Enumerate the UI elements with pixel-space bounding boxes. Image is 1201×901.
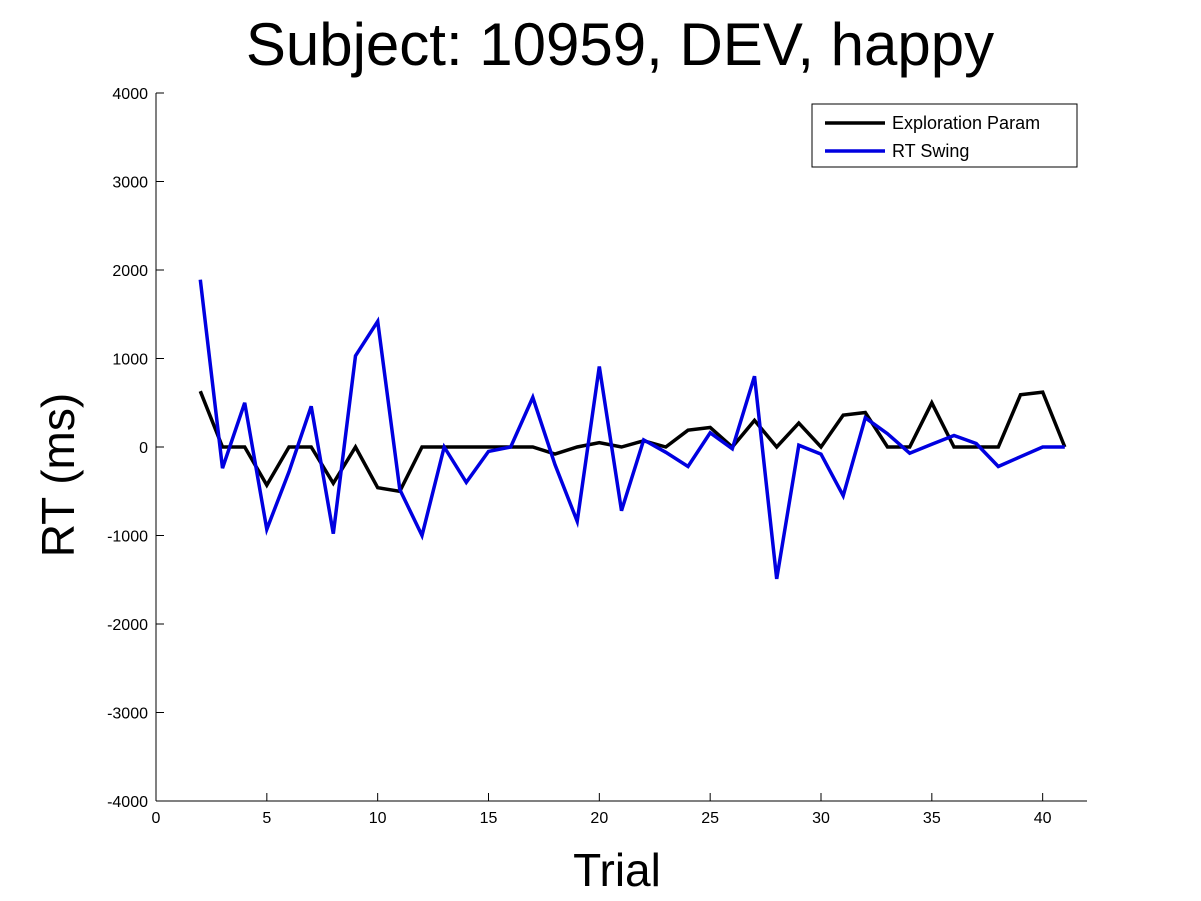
y-tick-label: -1000 xyxy=(107,529,148,546)
axes-layer: 0 5 10 15 20 25 30 35 40 4000 3000 2000 1000 0 -1000 -2… xyxy=(107,86,1087,827)
chart-title: Subject: 10959, DEV, happy xyxy=(245,11,995,78)
x-tick-label: 20 xyxy=(590,810,608,827)
x-tick-label: 5 xyxy=(262,810,271,827)
y-tick-label: -2000 xyxy=(107,617,148,634)
legend: Exploration Param RT Swing xyxy=(811,103,1078,168)
series-line-rt-swing xyxy=(198,279,1065,580)
x-tick-label: 30 xyxy=(812,810,830,827)
x-axis-label: Trial xyxy=(573,844,661,896)
y-axis-label: RT (ms) xyxy=(32,392,84,558)
y-tick-label: 2000 xyxy=(112,263,148,280)
y-tick-label: -3000 xyxy=(107,706,148,723)
x-tick-label: 25 xyxy=(701,810,719,827)
y-tick-label: -4000 xyxy=(107,794,148,811)
legend-box xyxy=(811,103,1078,168)
y-tick-label: 4000 xyxy=(112,86,148,103)
legend-label: Exploration Param xyxy=(892,113,1040,133)
series-line-exploration-param xyxy=(198,390,1067,494)
x-tick-label: 40 xyxy=(1034,810,1052,827)
x-tick-label: 0 xyxy=(152,810,161,827)
series-layer xyxy=(198,279,1067,580)
legend-label: RT Swing xyxy=(892,141,969,161)
y-tick-label: 0 xyxy=(139,440,148,457)
y-tick-label: 3000 xyxy=(112,175,148,192)
x-tick-label: 10 xyxy=(369,810,387,827)
x-tick-label: 15 xyxy=(480,810,498,827)
y-tick-label: 1000 xyxy=(112,352,148,369)
x-tick-label: 35 xyxy=(923,810,941,827)
